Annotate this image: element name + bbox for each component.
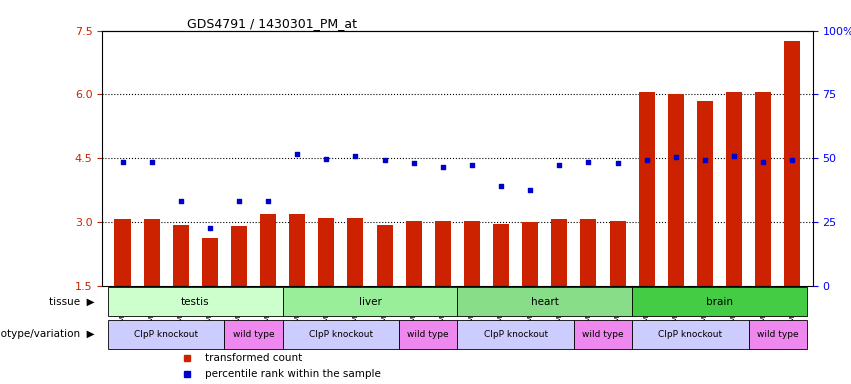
Point: [757, 159, 770, 165]
Text: heart: heart: [531, 297, 559, 307]
Point: [611, 160, 625, 166]
Bar: [406, 221, 422, 286]
Point: [552, 162, 566, 168]
Point: [232, 198, 246, 204]
Bar: [283, 320, 399, 349]
Bar: [144, 218, 160, 286]
Bar: [639, 93, 654, 286]
Bar: [458, 287, 632, 316]
Bar: [377, 225, 392, 286]
Point: [581, 159, 595, 165]
Text: wild type: wild type: [582, 330, 624, 339]
Text: ClpP knockout: ClpP knockout: [483, 330, 548, 339]
Point: [465, 162, 479, 168]
Point: [349, 153, 363, 159]
Point: [290, 151, 304, 157]
Bar: [173, 225, 189, 286]
Point: [261, 198, 275, 204]
Text: genotype/variation  ▶: genotype/variation ▶: [0, 329, 95, 339]
Point: [174, 198, 187, 204]
Text: percentile rank within the sample: percentile rank within the sample: [205, 369, 381, 379]
Bar: [231, 226, 247, 286]
Text: wild type: wild type: [232, 330, 274, 339]
Point: [116, 159, 129, 165]
Point: [728, 153, 741, 159]
Text: GDS4791 / 1430301_PM_at: GDS4791 / 1430301_PM_at: [187, 17, 357, 30]
Bar: [283, 287, 458, 316]
Point: [320, 156, 334, 162]
Bar: [755, 93, 771, 286]
Text: tissue  ▶: tissue ▶: [49, 297, 95, 307]
Bar: [260, 214, 276, 286]
Bar: [318, 218, 334, 286]
Bar: [609, 221, 625, 286]
Bar: [523, 222, 538, 286]
Point: [407, 160, 420, 166]
Text: ClpP knockout: ClpP knockout: [134, 330, 198, 339]
Bar: [225, 320, 283, 349]
Bar: [580, 218, 597, 286]
Bar: [108, 320, 225, 349]
Bar: [202, 238, 218, 286]
Point: [698, 157, 711, 164]
Text: testis: testis: [181, 297, 209, 307]
Text: ClpP knockout: ClpP knockout: [659, 330, 722, 339]
Point: [669, 154, 683, 161]
Bar: [632, 320, 749, 349]
Text: wild type: wild type: [757, 330, 798, 339]
Point: [145, 159, 158, 165]
Bar: [115, 218, 130, 286]
Point: [785, 157, 799, 164]
Bar: [435, 221, 451, 286]
Point: [378, 157, 391, 164]
Bar: [726, 93, 742, 286]
Point: [640, 157, 654, 164]
Bar: [108, 287, 283, 316]
Bar: [574, 320, 632, 349]
Bar: [632, 287, 807, 316]
Bar: [458, 320, 574, 349]
Point: [436, 164, 449, 170]
Bar: [697, 101, 713, 286]
Bar: [551, 218, 568, 286]
Text: wild type: wild type: [408, 330, 449, 339]
Text: ClpP knockout: ClpP knockout: [309, 330, 373, 339]
Text: transformed count: transformed count: [205, 353, 302, 363]
Bar: [289, 214, 306, 286]
Bar: [785, 41, 800, 286]
Point: [203, 225, 217, 232]
Point: [494, 183, 508, 189]
Text: brain: brain: [706, 297, 733, 307]
Bar: [668, 94, 684, 286]
Text: liver: liver: [358, 297, 381, 307]
Point: [523, 187, 537, 193]
Bar: [493, 224, 509, 286]
Bar: [749, 320, 807, 349]
Bar: [399, 320, 458, 349]
Bar: [464, 221, 480, 286]
Bar: [347, 218, 363, 286]
